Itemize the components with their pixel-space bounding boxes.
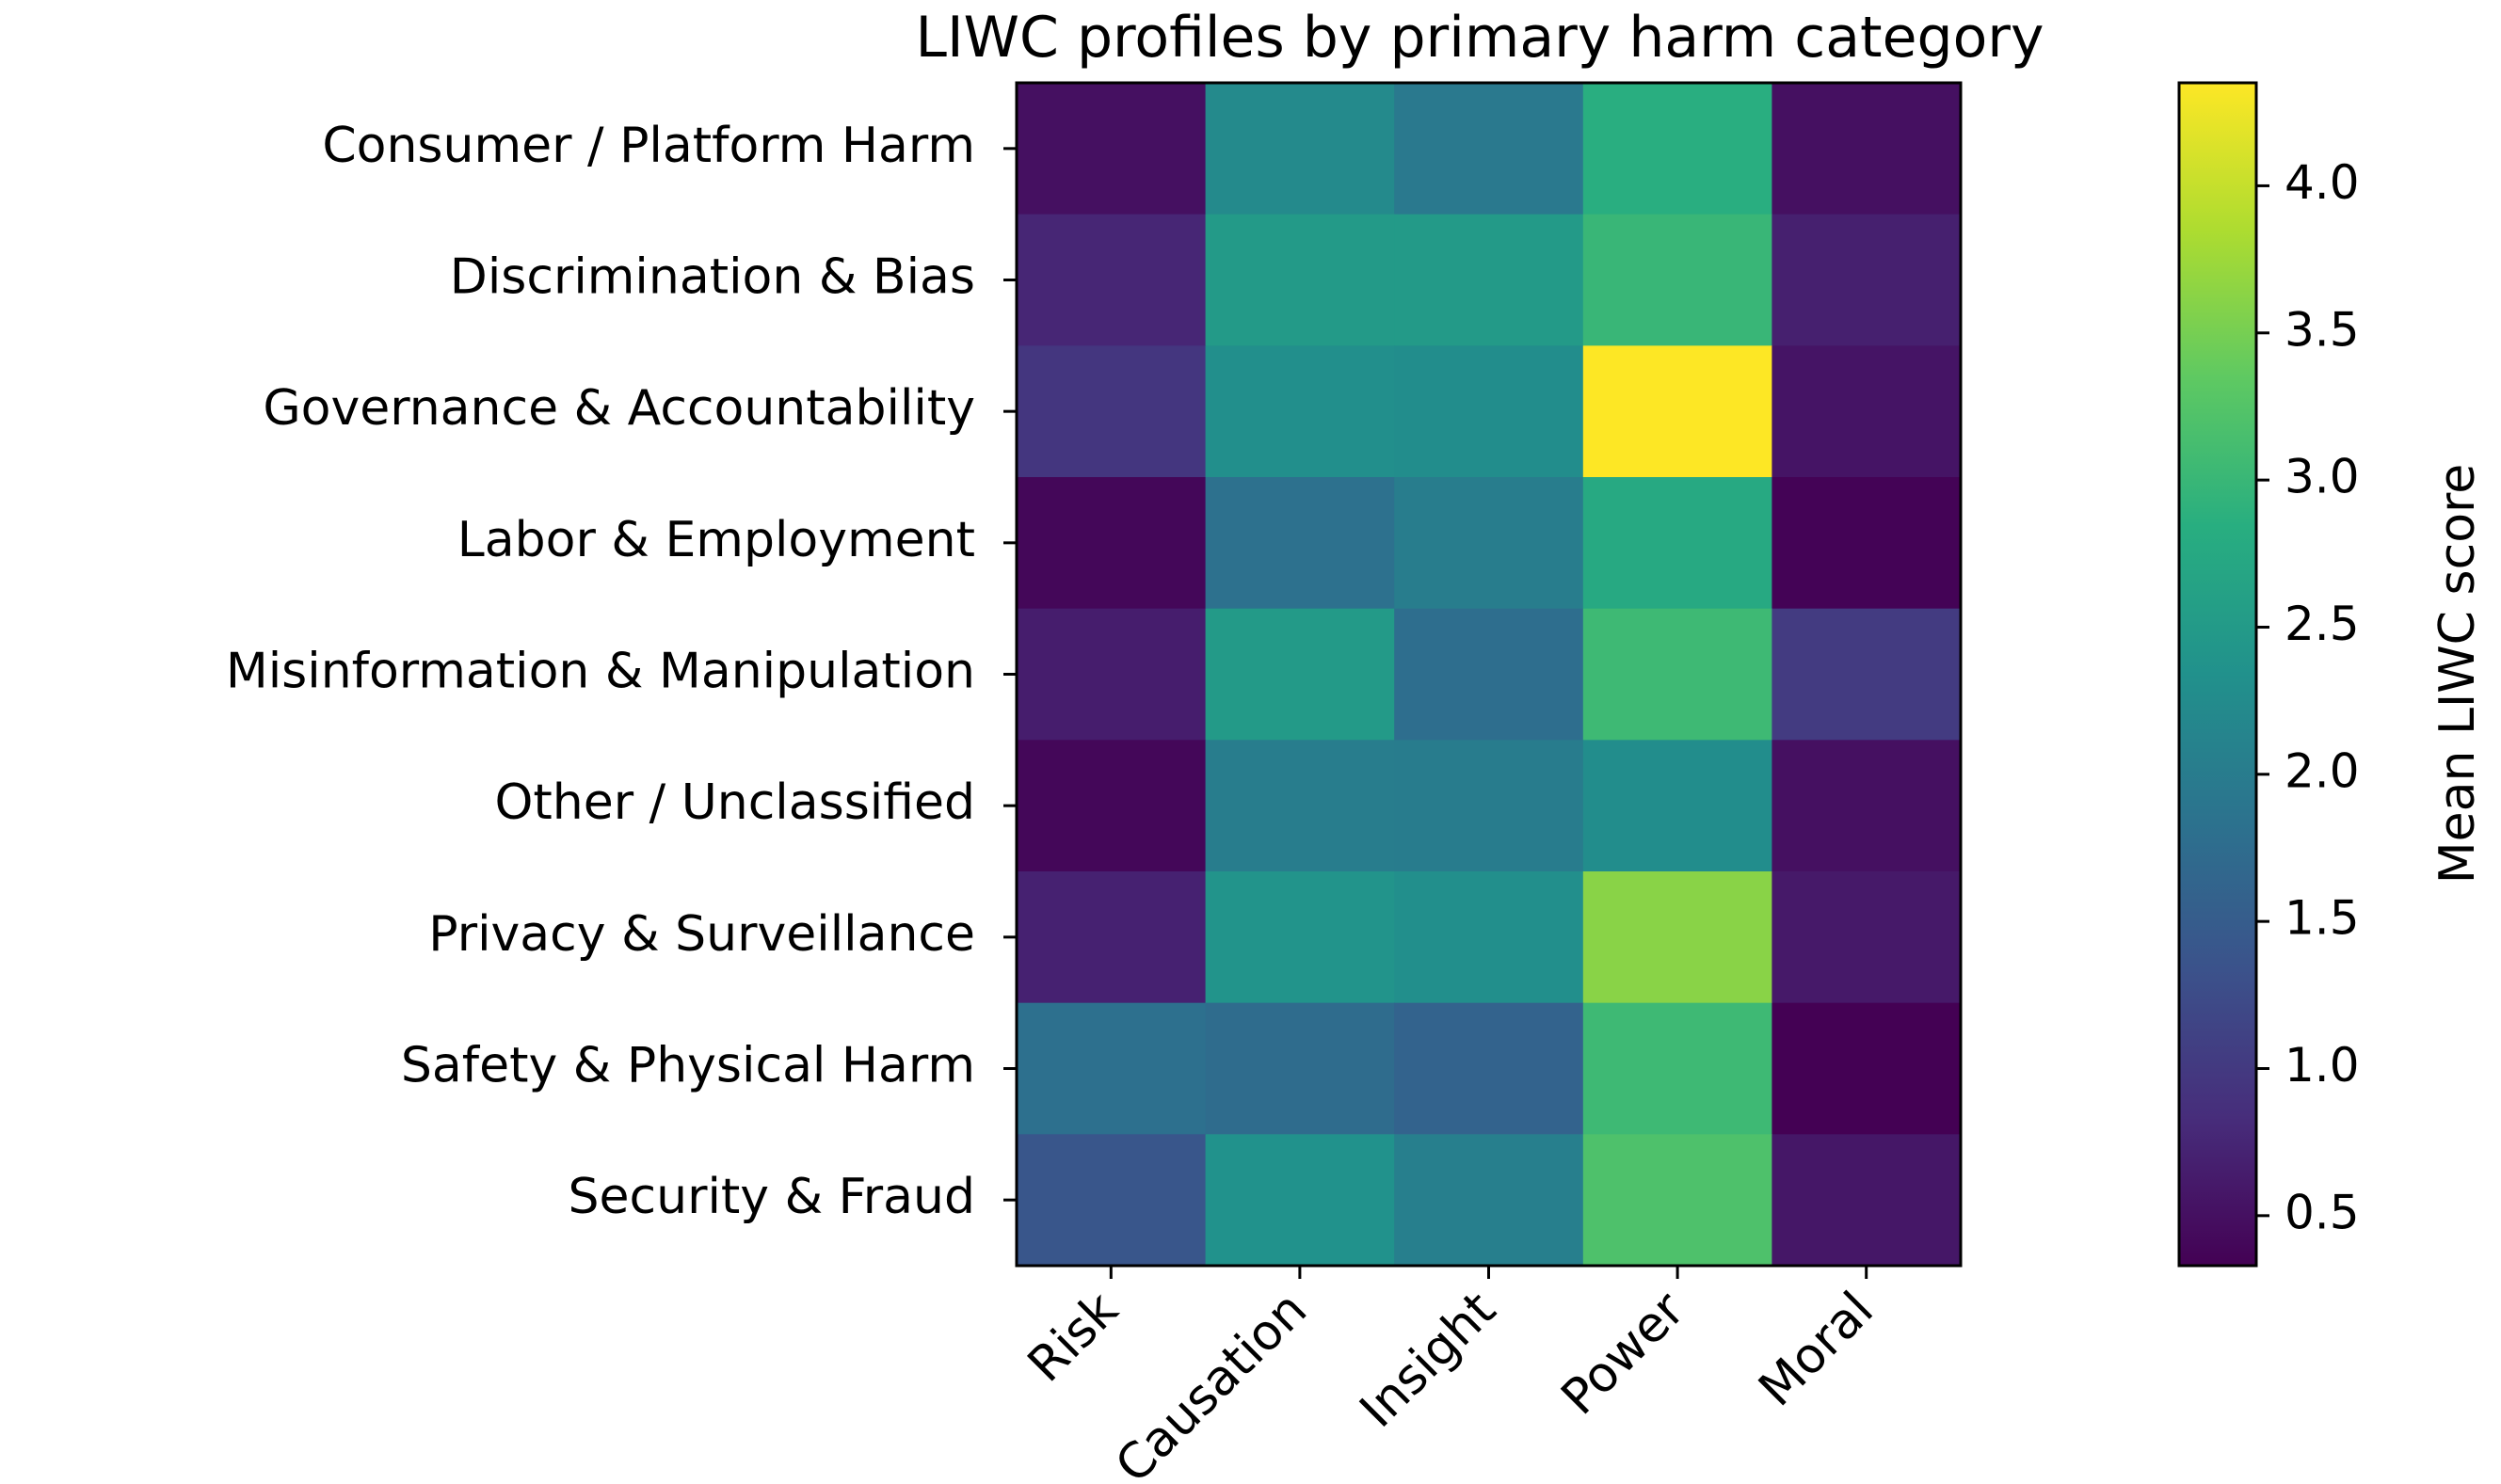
heatmap-cell [1394,1134,1584,1267]
colorbar-gradient [2177,81,2258,1268]
column-tick-label: Causation [1105,1282,1318,1484]
heatmap-cell [1772,608,1962,741]
heatmap-cell [1017,740,1207,872]
chart-title: LIWC profiles by primary harm category [916,5,2044,71]
row-tick-label: Privacy & Surveillance [428,906,975,963]
heatmap-cell [1205,345,1395,478]
heatmap-cell [1772,83,1962,215]
heatmap-cell [1017,1002,1207,1135]
row-tick-label: Other / Unclassified [494,774,975,831]
heatmap-cell [1772,1002,1962,1135]
heatmap-cell [1017,214,1207,346]
heatmap-cell [1772,871,1962,1004]
heatmap-cell [1205,477,1395,610]
heatmap-cell [1205,1002,1395,1135]
row-tick-label: Governance & Accountability [263,380,975,437]
colorbar-tick-label: 2.0 [2285,743,2360,798]
heatmap-cell [1205,1134,1395,1267]
heatmap-cell [1582,345,1772,478]
heatmap-cell [1205,83,1395,215]
row-tick-label: Safety & Physical Harm [401,1038,975,1094]
heatmap-cell [1394,740,1584,872]
heatmap-cell [1582,740,1772,872]
heatmap-cell [1582,871,1772,1004]
row-tick-label: Labor & Employment [457,512,975,568]
heatmap-cells [1017,83,1962,1267]
heatmap-cell [1394,214,1584,346]
heatmap-cell [1772,740,1962,872]
heatmap-cell [1772,345,1962,478]
colorbar-ticks: 0.5 1.0 1.5 2.0 2.5 3.0 3.5 4.0 [2256,155,2360,1239]
heatmap-cell [1394,608,1584,741]
heatmap-cell [1582,83,1772,215]
colorbar-tick-label: 0.5 [2285,1185,2360,1239]
colorbar-tick-label: 4.0 [2285,155,2360,210]
column-tick-label: Moral [1748,1282,1884,1418]
heatmap-cell [1582,608,1772,741]
column-tick-label: Insight [1350,1282,1507,1439]
heatmap-cell [1205,608,1395,741]
column-tick-label: Power [1551,1281,1696,1426]
heatmap-cell [1205,740,1395,872]
colorbar-tick-label: 2.5 [2285,597,2360,651]
heatmap-cell [1582,1002,1772,1135]
heatmap-cell [1772,214,1962,346]
row-labels: Consumer / Platform Harm Discrimination &… [226,118,1017,1225]
heatmap-cell [1772,477,1962,610]
row-tick-label: Security & Fraud [569,1169,975,1225]
heatmap-cell [1582,1134,1772,1267]
heatmap-cell [1017,83,1207,215]
heatmap-cell [1394,345,1584,478]
colorbar-label: Mean LIWC score [2429,464,2486,885]
colorbar-tick-label: 3.5 [2285,302,2360,357]
heatmap-cell [1394,1002,1584,1135]
heatmap-cell [1582,214,1772,346]
heatmap-cell [1205,871,1395,1004]
colorbar-tick-label: 3.0 [2285,450,2360,504]
heatmap-cell [1394,83,1584,215]
heatmap-cell [1205,214,1395,346]
heatmap-cell [1394,477,1584,610]
heatmap-cell [1394,871,1584,1004]
row-tick-label: Consumer / Platform Harm [322,118,975,174]
colorbar-tick-label: 1.0 [2285,1038,2360,1093]
row-tick-label: Discrimination & Bias [450,249,975,306]
column-tick-label: Risk [1018,1282,1130,1394]
heatmap-cell [1017,345,1207,478]
heatmap-cell [1017,608,1207,741]
heatmap-cell [1017,871,1207,1004]
heatmap-cell [1772,1134,1962,1267]
row-tick-label: Misinformation & Manipulation [226,644,975,700]
colorbar: 0.5 1.0 1.5 2.0 2.5 3.0 3.5 4.0 Mean LIWC score [2177,81,2486,1268]
colorbar-tick-label: 1.5 [2285,891,2360,946]
heatmap-cell [1017,1134,1207,1267]
heatmap-cell [1017,477,1207,610]
heatmap-cell [1582,477,1772,610]
